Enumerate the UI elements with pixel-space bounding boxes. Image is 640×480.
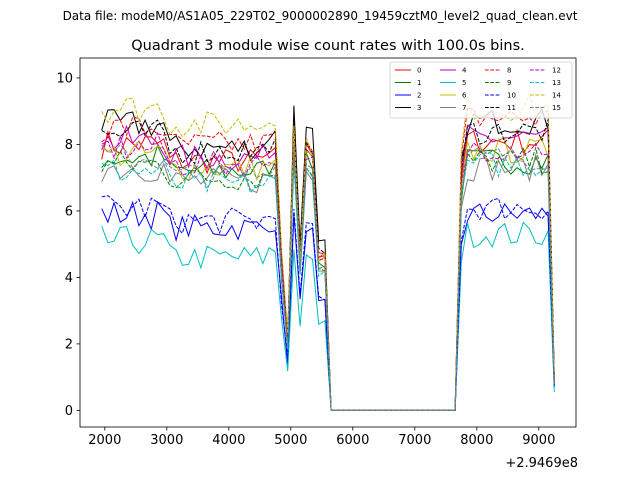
series-line-3: [101, 105, 555, 411]
series-line-10: [101, 195, 555, 411]
legend-label-1: 1: [417, 79, 421, 87]
legend-label-3: 3: [417, 104, 421, 112]
x-tick-label: 8000: [460, 433, 493, 448]
series-line-15: [101, 143, 555, 411]
x-tick-label: 7000: [398, 433, 431, 448]
legend-label-0: 0: [417, 67, 421, 75]
legend-label-14: 14: [552, 92, 561, 100]
series-line-7: [101, 152, 555, 411]
y-tick-label: 8: [65, 138, 73, 153]
legend-label-2: 2: [417, 92, 421, 100]
y-tick-label: 6: [65, 204, 73, 219]
x-offset-label: +2.9469e8: [505, 456, 578, 471]
legend-label-15: 15: [552, 104, 561, 112]
series-line-11: [101, 118, 555, 411]
legend-label-11: 11: [507, 104, 516, 112]
axes-frame: [79, 57, 577, 428]
x-tick-label: 4000: [212, 433, 245, 448]
series-line-9: [101, 146, 555, 411]
legend-label-12: 12: [552, 67, 561, 75]
series-line-8: [101, 107, 555, 411]
legend-label-13: 13: [552, 79, 561, 87]
legend-label-6: 6: [462, 92, 467, 100]
x-tick-label: 2000: [88, 433, 121, 448]
legend-label-8: 8: [507, 67, 511, 75]
series-line-6: [101, 138, 555, 411]
legend-label-10: 10: [507, 92, 516, 100]
legend-label-7: 7: [462, 104, 466, 112]
legend-label-5: 5: [462, 79, 466, 87]
x-tick-label: 5000: [274, 433, 307, 448]
x-tick-label: 3000: [150, 433, 183, 448]
chart-title: Quadrant 3 module wise count rates with …: [131, 38, 525, 54]
series-line-12: [101, 131, 555, 411]
x-tick-label: 9000: [522, 433, 555, 448]
legend-label-4: 4: [462, 67, 467, 75]
y-tick-label: 0: [65, 404, 73, 419]
series-line-5: [101, 221, 555, 411]
suptitle: Data file: modeM0/AS1A05_229T02_90000028…: [63, 9, 578, 23]
plot-area: 2000 3000 4000 5000 6000 7000 8000 9000 0 2 4 6 8 10 0…: [56, 57, 577, 448]
x-tick-label: 6000: [336, 433, 369, 448]
series-line-2: [101, 200, 555, 411]
legend-label-9: 9: [507, 79, 511, 87]
y-tick-label: 4: [65, 271, 73, 286]
y-tick-label: 10: [56, 71, 73, 86]
legend-box: [389, 61, 573, 119]
y-tick-label: 2: [65, 337, 73, 352]
series-line-13: [101, 152, 555, 411]
